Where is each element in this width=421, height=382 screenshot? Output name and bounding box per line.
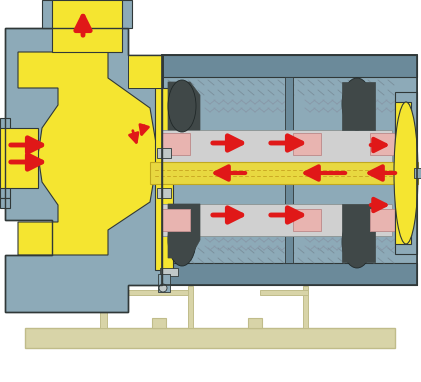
Bar	[157, 148, 171, 158]
Polygon shape	[168, 82, 200, 130]
Bar	[162, 55, 417, 285]
Bar	[100, 290, 190, 295]
Bar	[395, 92, 417, 254]
Bar	[158, 274, 170, 292]
Bar	[152, 318, 166, 328]
Bar	[162, 55, 417, 77]
Ellipse shape	[168, 80, 196, 132]
Bar	[160, 268, 178, 276]
Bar	[395, 102, 411, 244]
Bar	[155, 88, 173, 270]
Bar	[162, 133, 190, 155]
Bar	[150, 162, 418, 184]
Bar	[0, 128, 38, 188]
Bar	[25, 328, 395, 348]
Bar	[293, 133, 321, 155]
Bar	[162, 77, 417, 263]
Bar	[370, 133, 395, 155]
Bar	[293, 209, 321, 231]
Bar	[52, 0, 122, 52]
Bar	[370, 209, 395, 231]
Polygon shape	[5, 28, 162, 312]
Bar	[42, 0, 132, 28]
Bar	[128, 55, 163, 88]
Ellipse shape	[394, 102, 418, 244]
Bar	[100, 285, 107, 328]
Polygon shape	[342, 204, 375, 262]
Bar	[414, 168, 421, 178]
Ellipse shape	[159, 284, 167, 292]
Ellipse shape	[342, 78, 372, 130]
Bar	[162, 55, 417, 285]
Bar	[285, 77, 293, 263]
Ellipse shape	[342, 216, 372, 268]
Polygon shape	[18, 52, 158, 255]
Bar	[162, 263, 417, 285]
Bar	[162, 209, 190, 231]
Bar	[188, 286, 193, 328]
Bar	[260, 290, 308, 295]
Bar	[157, 188, 171, 198]
Bar	[162, 204, 392, 236]
Polygon shape	[168, 204, 200, 258]
Bar	[162, 130, 392, 162]
Bar	[0, 118, 10, 198]
Ellipse shape	[168, 214, 196, 266]
Bar	[303, 286, 308, 328]
Bar	[248, 318, 262, 328]
Polygon shape	[342, 82, 375, 130]
Bar	[0, 198, 10, 208]
